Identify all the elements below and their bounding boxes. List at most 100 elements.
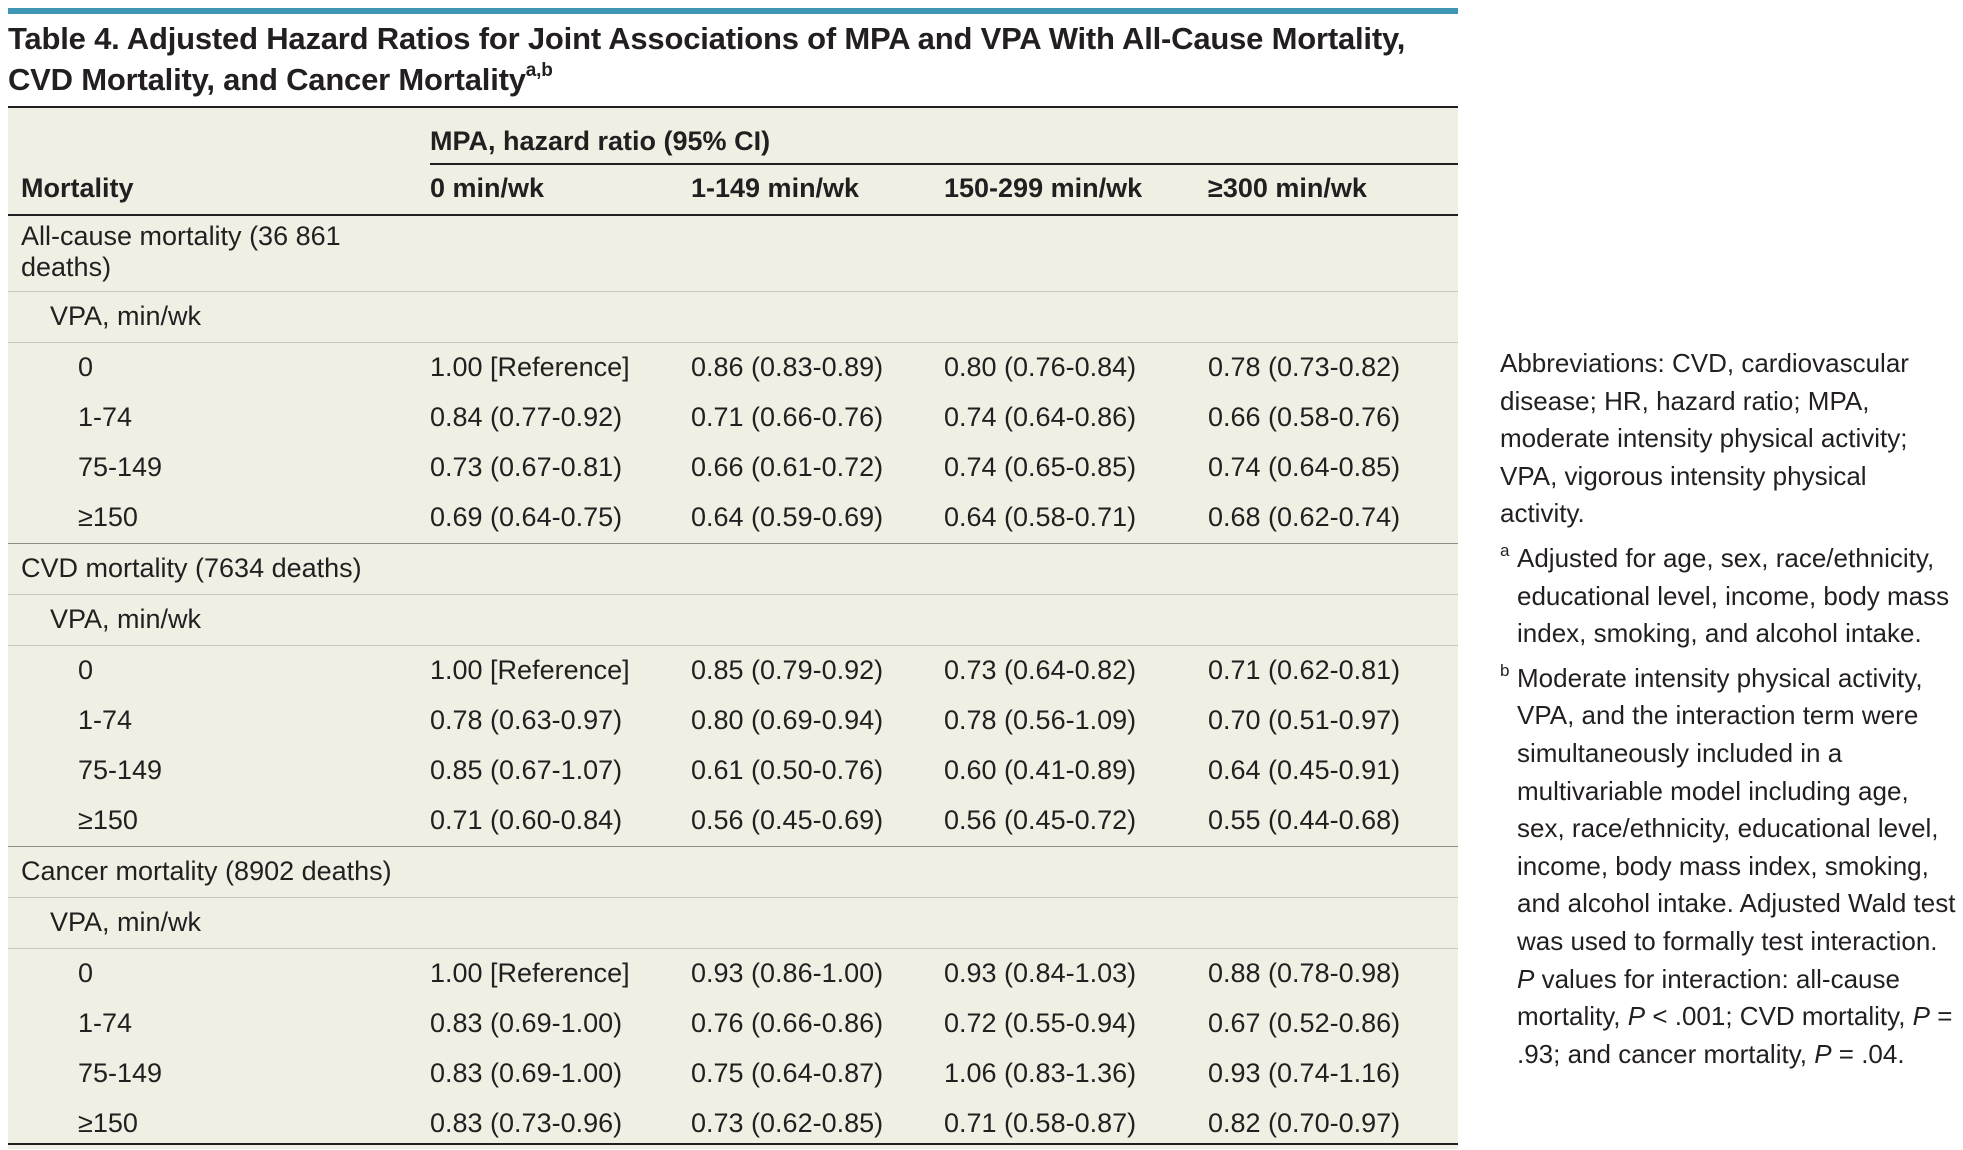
footnote-b-italic-p: P (1912, 1001, 1931, 1032)
table-top-accent-bar (8, 8, 1458, 14)
table-cell: 0.71 (0.66-0.76) (691, 402, 884, 432)
table-cell: 0.86 (0.83-0.89) (691, 352, 884, 382)
table-cell: 0.78 (0.63-0.97) (430, 705, 623, 735)
footnote-b-italic-p: P (1627, 1001, 1646, 1032)
vpa-level: 0 (78, 958, 94, 988)
table-cell: 0.75 (0.64-0.87) (691, 1058, 884, 1088)
table-cell: 0.83 (0.69-1.00) (430, 1058, 623, 1088)
vpa-level: ≥150 (78, 502, 138, 532)
table-cell: 0.93 (0.84-1.03) (944, 958, 1137, 988)
table-cell: 0.71 (0.62-0.81) (1208, 655, 1401, 685)
table-cell: 0.73 (0.62-0.85) (691, 1108, 884, 1138)
table-cell: 0.85 (0.79-0.92) (691, 655, 884, 685)
footnote-b: b Moderate intensity physical activity, V… (1500, 660, 1958, 1074)
footnote-b-mark: b (1500, 660, 1510, 680)
footnote-b-part: < .001; CVD mortality, (1645, 1001, 1913, 1032)
table-title-footnote-marks: a,b (525, 60, 553, 81)
header-mpa-300-plus: ≥300 min/wk (1208, 173, 1367, 203)
footnote-a-text: Adjusted for age, sex, race/ethnicity, e… (1517, 542, 1950, 649)
hazard-ratio-table: MPA, hazard ratio (95% CI) Mortality 0 m… (8, 108, 1458, 1149)
spanner-rule (430, 163, 1458, 165)
table-header-spanner-row: MPA, hazard ratio (95% CI) (8, 108, 1458, 165)
table-cell: 0.73 (0.64-0.82) (944, 655, 1137, 685)
table-cell: 0.56 (0.45-0.72) (944, 805, 1137, 835)
footnote-b-part: Moderate intensity physical activity, VP… (1517, 662, 1956, 956)
table-cell: 0.93 (0.86-1.00) (691, 958, 884, 988)
table-cell: 0.64 (0.45-0.91) (1208, 755, 1401, 785)
subheader-row: VPA, min/wk (8, 594, 1458, 645)
vpa-level: ≥150 (78, 805, 138, 835)
table-cell: 0.56 (0.45-0.69) (691, 805, 884, 835)
footnote-b-part: = .93; and cancer mortality, (1517, 1001, 1953, 1069)
section-label: CVD mortality (7634 deaths) (21, 553, 362, 583)
table-cell: 0.82 (0.70-0.97) (1208, 1108, 1401, 1138)
section-row-cvd: CVD mortality (7634 deaths) (8, 543, 1458, 594)
table-cell: 0.74 (0.64-0.86) (944, 402, 1137, 432)
footnote-a: a Adjusted for age, sex, race/ethnicity, … (1500, 540, 1958, 653)
vpa-subheader: VPA, min/wk (50, 301, 202, 331)
table-title-line2: CVD Mortality, and Cancer Mortality (8, 62, 526, 97)
vpa-level: 1-74 (78, 705, 133, 735)
table-header-row: Mortality 0 min/wk 1-149 min/wk 150-299 … (8, 165, 1458, 216)
table-footnotes: Abbreviations: CVD, cardiovascular disea… (1500, 345, 1958, 1080)
table-row: 0 1.00 [Reference] 0.86 (0.83-0.89) 0.80… (8, 342, 1458, 393)
table-cell: 0.64 (0.58-0.71) (944, 502, 1137, 532)
table-cell: 0.69 (0.64-0.75) (430, 502, 623, 532)
table-cell: 1.06 (0.83-1.36) (944, 1058, 1137, 1088)
table-row: ≥150 0.71 (0.60-0.84) 0.56 (0.45-0.69) 0… (8, 796, 1458, 846)
footnote-b-italic-p: P (1517, 963, 1535, 994)
table-cell: 0.78 (0.73-0.82) (1208, 352, 1401, 382)
table-cell: 0.74 (0.65-0.85) (944, 452, 1137, 482)
table-row: 0 1.00 [Reference] 0.85 (0.79-0.92) 0.73… (8, 645, 1458, 696)
table-cell: 0.55 (0.44-0.68) (1208, 805, 1401, 835)
table-cell: 0.61 (0.50-0.76) (691, 755, 884, 785)
table-cell: 1.00 [Reference] (430, 352, 630, 382)
vpa-level: 75-149 (78, 755, 163, 785)
vpa-level: 75-149 (78, 1058, 163, 1088)
table-cell: 0.71 (0.60-0.84) (430, 805, 623, 835)
footnote-b-text: Moderate intensity physical activity, VP… (1517, 663, 1955, 1069)
table-cell: 0.84 (0.77-0.92) (430, 402, 623, 432)
table-cell: 0.80 (0.69-0.94) (691, 705, 884, 735)
title-rule (8, 106, 1458, 108)
table-title: Table 4. Adjusted Hazard Ratios for Join… (8, 18, 1448, 100)
header-mpa-1-149: 1-149 min/wk (691, 173, 860, 203)
table-cell: 0.64 (0.59-0.69) (691, 502, 884, 532)
table-cell: 1.00 [Reference] (430, 958, 630, 988)
footnote-b-italic-p: P (1814, 1038, 1832, 1069)
table-cell: 0.67 (0.52-0.86) (1208, 1008, 1401, 1038)
header-mortality: Mortality (21, 173, 134, 203)
table-title-line1: Table 4. Adjusted Hazard Ratios for Join… (8, 21, 1406, 56)
table-row: ≥150 0.83 (0.73-0.96) 0.73 (0.62-0.85) 0… (8, 1099, 1458, 1149)
vpa-level: 1-74 (78, 402, 133, 432)
table-cell: 0.76 (0.66-0.86) (691, 1008, 884, 1038)
footnote-b-part: = .04. (1831, 1038, 1905, 1069)
footnote-a-mark: a (1500, 540, 1510, 560)
table-row: 75-149 0.83 (0.69-1.00) 0.75 (0.64-0.87)… (8, 1049, 1458, 1099)
table-cell: 0.66 (0.61-0.72) (691, 452, 884, 482)
table-cell: 0.74 (0.64-0.85) (1208, 452, 1401, 482)
table-row: 75-149 0.85 (0.67-1.07) 0.61 (0.50-0.76)… (8, 746, 1458, 796)
table-cell: 0.83 (0.73-0.96) (430, 1108, 623, 1138)
abbreviations-note: Abbreviations: CVD, cardiovascular disea… (1500, 348, 1909, 529)
vpa-level: ≥150 (78, 1108, 138, 1138)
subheader-row: VPA, min/wk (8, 291, 1458, 342)
table-row: 0 1.00 [Reference] 0.93 (0.86-1.00) 0.93… (8, 948, 1458, 999)
table-cell: 0.85 (0.67-1.07) (430, 755, 623, 785)
vpa-level: 0 (78, 655, 94, 685)
table-cell: 0.72 (0.55-0.94) (944, 1008, 1137, 1038)
header-mpa-0: 0 min/wk (430, 173, 545, 203)
vpa-subheader: VPA, min/wk (50, 604, 202, 634)
section-row-cancer: Cancer mortality (8902 deaths) (8, 846, 1458, 897)
subheader-row: VPA, min/wk (8, 897, 1458, 948)
vpa-level: 75-149 (78, 452, 163, 482)
table-cell: 0.78 (0.56-1.09) (944, 705, 1137, 735)
footnote-b-part: values for interaction: all-cause mortal… (1517, 963, 1900, 1032)
table-cell: 1.00 [Reference] (430, 655, 630, 685)
table-cell: 0.71 (0.58-0.87) (944, 1108, 1137, 1138)
header-mpa-150-299: 150-299 min/wk (944, 173, 1143, 203)
vpa-level: 1-74 (78, 1008, 133, 1038)
table-cell: 0.60 (0.41-0.89) (944, 755, 1137, 785)
table-cell: 0.93 (0.74-1.16) (1208, 1058, 1401, 1088)
section-label: All-cause mortality (36 861 deaths) (21, 221, 341, 282)
